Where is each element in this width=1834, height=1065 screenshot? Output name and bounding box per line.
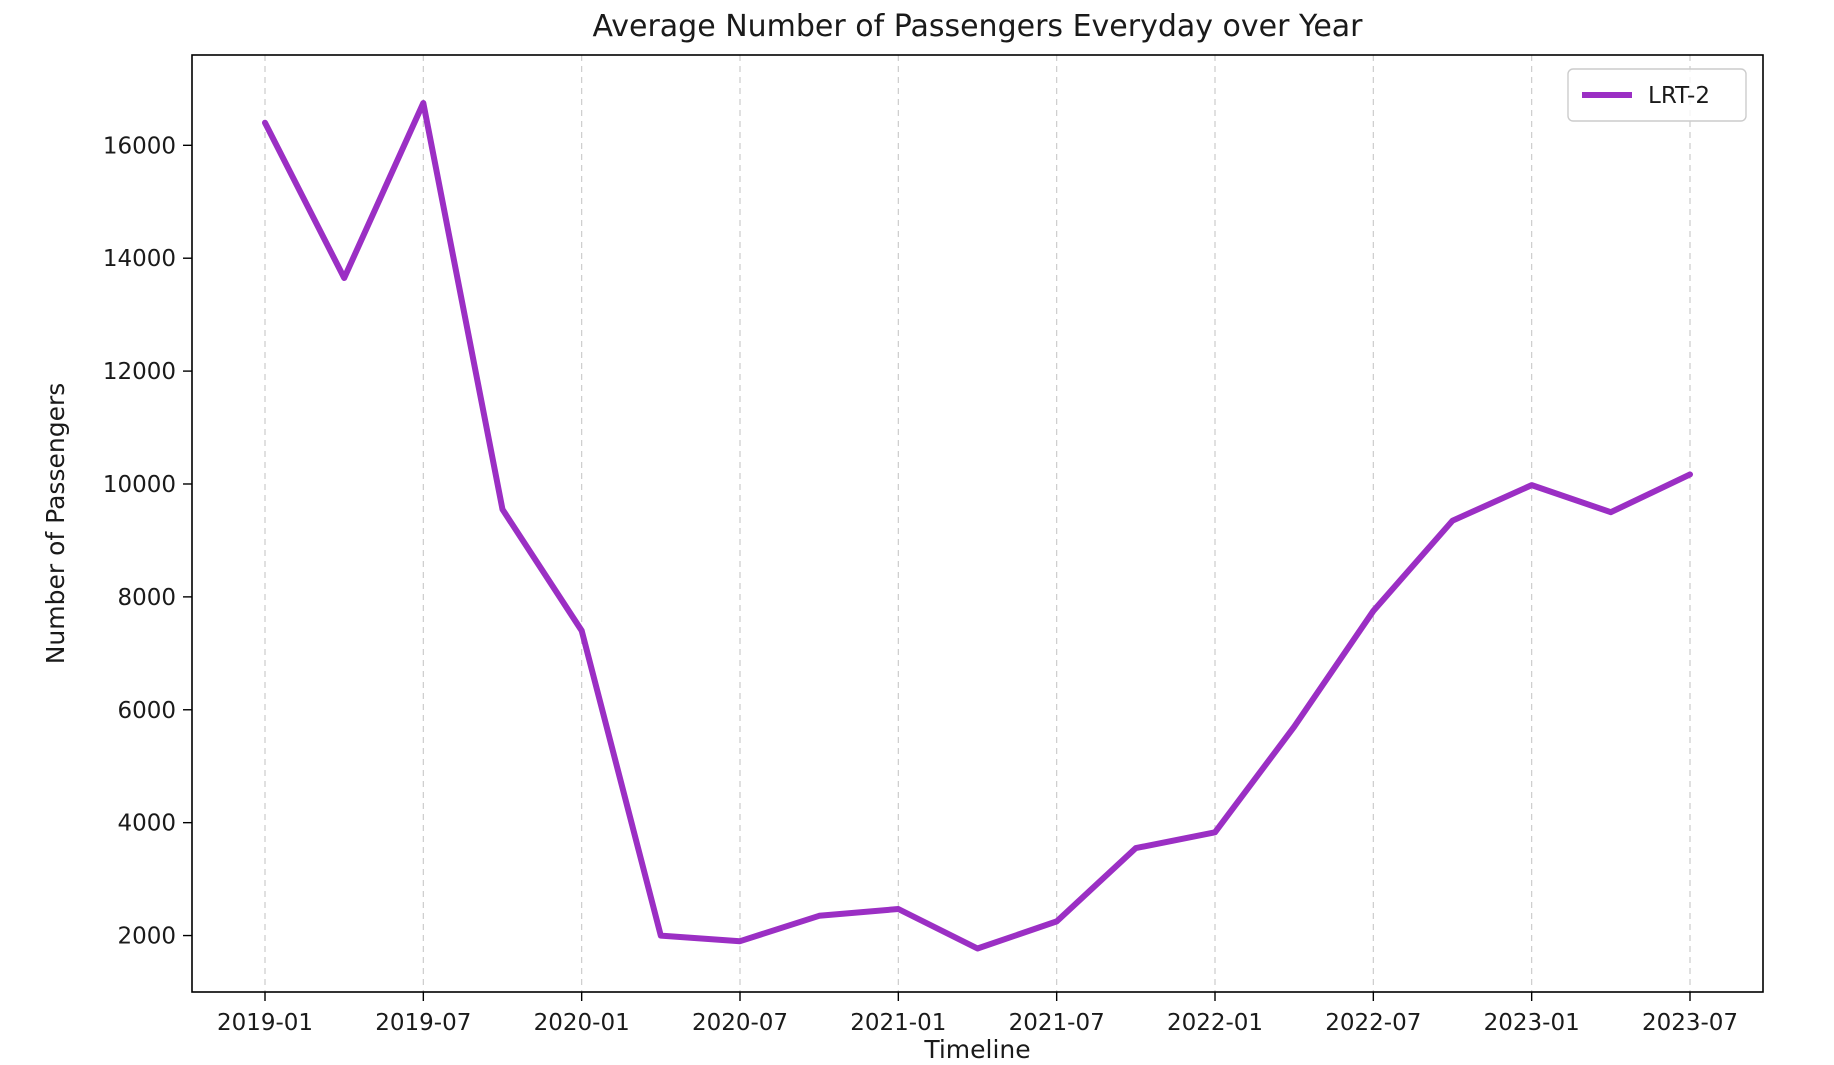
y-tick-label-2000: 2000 [117,924,176,950]
series-line-LRT-2 [262,100,1693,952]
y-tick-label-6000: 6000 [117,698,176,724]
series-layer [262,100,1693,952]
plot-frame [191,54,1764,993]
legend: LRT-2 [1567,68,1747,122]
legend-box [1567,68,1747,122]
x-tick-label-2022-01: 2022-01 [1167,1010,1263,1036]
x-tick-label-2021-01: 2021-01 [850,1010,946,1036]
chart-title: Average Number of Passengers Everyday ov… [592,9,1363,44]
x-tick-label-2022-07: 2022-07 [1325,1010,1421,1036]
legend-label-LRT-2: LRT-2 [1648,83,1710,109]
y-tick-label-12000: 12000 [103,359,176,385]
x-gridlines [264,55,1691,992]
y-tick-label-14000: 14000 [103,246,176,272]
x-axis-label: Timeline [923,1035,1030,1064]
y-tick-label-10000: 10000 [103,472,176,498]
y-tick-label-4000: 4000 [117,811,176,837]
x-tick-label-2019-01: 2019-01 [217,1010,313,1036]
x-tick-label-2020-01: 2020-01 [534,1010,630,1036]
y-tick-label-8000: 8000 [117,585,176,611]
y-axis: 2000 4000 6000 8000 10000 12000 14000 16000 [103,133,192,950]
x-tick-label-2023-01: 2023-01 [1484,1010,1580,1036]
x-tick-label-2021-07: 2021-07 [1009,1010,1105,1036]
y-tick-label-16000: 16000 [103,133,176,159]
x-tick-label-2020-07: 2020-07 [692,1010,788,1036]
x-axis: 2019-01 2019-07 2020-01 2020-07 2021-01 2021-… [217,992,1738,1036]
x-tick-label-2019-07: 2019-07 [375,1010,471,1036]
y-axis-label: Number of Passengers [41,383,70,665]
x-tick-label-2023-07: 2023-07 [1642,1010,1738,1036]
